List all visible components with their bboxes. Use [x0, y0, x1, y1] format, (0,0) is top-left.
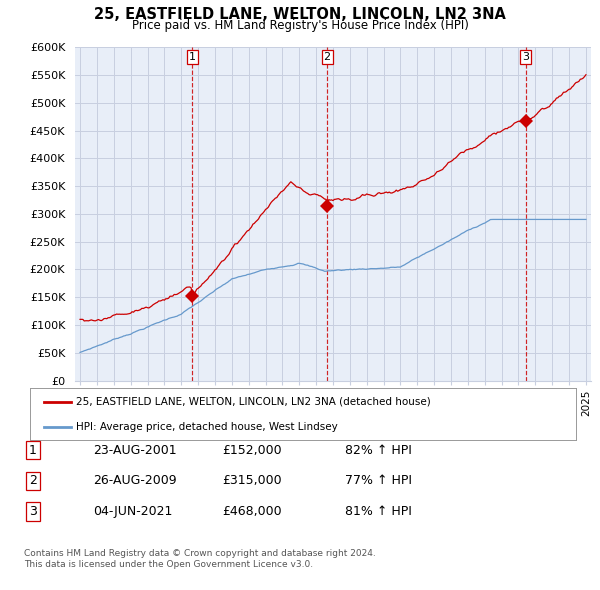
Text: 2: 2: [29, 474, 37, 487]
Text: This data is licensed under the Open Government Licence v3.0.: This data is licensed under the Open Gov…: [24, 560, 313, 569]
Text: Price paid vs. HM Land Registry's House Price Index (HPI): Price paid vs. HM Land Registry's House …: [131, 19, 469, 32]
Text: 26-AUG-2009: 26-AUG-2009: [93, 474, 176, 487]
Text: 3: 3: [522, 52, 529, 62]
Text: HPI: Average price, detached house, West Lindsey: HPI: Average price, detached house, West…: [76, 422, 338, 431]
Text: 1: 1: [188, 52, 196, 62]
Text: 23-AUG-2001: 23-AUG-2001: [93, 444, 176, 457]
Text: £468,000: £468,000: [222, 505, 281, 518]
Text: 3: 3: [29, 505, 37, 518]
Text: Contains HM Land Registry data © Crown copyright and database right 2024.: Contains HM Land Registry data © Crown c…: [24, 549, 376, 558]
Text: £315,000: £315,000: [222, 474, 281, 487]
Text: 77% ↑ HPI: 77% ↑ HPI: [345, 474, 412, 487]
Text: £152,000: £152,000: [222, 444, 281, 457]
Text: 25, EASTFIELD LANE, WELTON, LINCOLN, LN2 3NA: 25, EASTFIELD LANE, WELTON, LINCOLN, LN2…: [94, 7, 506, 22]
Text: 82% ↑ HPI: 82% ↑ HPI: [345, 444, 412, 457]
Text: 04-JUN-2021: 04-JUN-2021: [93, 505, 172, 518]
Text: 1: 1: [29, 444, 37, 457]
Text: 25, EASTFIELD LANE, WELTON, LINCOLN, LN2 3NA (detached house): 25, EASTFIELD LANE, WELTON, LINCOLN, LN2…: [76, 396, 431, 407]
Text: 2: 2: [323, 52, 331, 62]
Text: 81% ↑ HPI: 81% ↑ HPI: [345, 505, 412, 518]
